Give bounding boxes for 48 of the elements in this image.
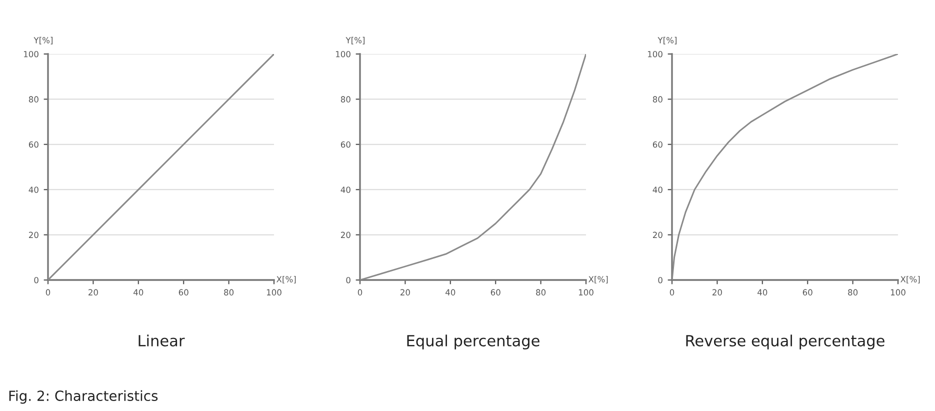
y-tick-label: 40	[652, 186, 662, 193]
y-tick-label: 20	[652, 232, 662, 238]
line-series	[672, 54, 898, 280]
y-tick-label: 0	[34, 276, 38, 284]
x-axis-title: X[%]	[588, 276, 608, 284]
y-tick-label: 0	[346, 276, 350, 284]
x-tick-label: 40	[134, 289, 144, 296]
y-axis-title: Y[%]	[34, 36, 53, 44]
text: Linear	[138, 334, 185, 346]
x-tick-label: 60	[490, 289, 500, 296]
text: Reverse equal percentage	[686, 334, 884, 350]
line-series	[360, 54, 586, 280]
x-tick-label: 20	[400, 289, 410, 296]
y-tick-label: 80	[652, 96, 662, 102]
x-tick-label: 100	[266, 289, 282, 296]
y-tick-label: 60	[652, 141, 662, 148]
x-tick-label: 80	[848, 289, 858, 296]
caption: Fig. 2: Characteristics	[9, 390, 158, 404]
x-tick-label: 40	[758, 289, 768, 296]
y-tick-label: 20	[28, 232, 38, 238]
y-tick-label: 80	[28, 96, 38, 102]
x-tick-label: 60	[802, 289, 812, 296]
x-axis-title: X[%]	[276, 276, 296, 284]
x-tick-label: 100	[890, 289, 906, 296]
y-axis-title: Y[%]	[346, 36, 365, 44]
y-tick-label: 60	[28, 141, 38, 148]
y-tick-label: 20	[340, 232, 350, 238]
x-tick-label: 80	[224, 289, 234, 296]
x-tick-label: 80	[536, 289, 546, 296]
text: Equal percentage	[407, 334, 540, 350]
y-tick-label: 100	[24, 50, 38, 58]
y-tick-label: 0	[658, 276, 662, 284]
x-axis-title: X[%]	[900, 276, 920, 284]
y-tick-label: 40	[28, 186, 38, 193]
x-tick-label: 0	[46, 289, 50, 296]
y-tick-label: 100	[336, 50, 350, 58]
x-tick-label: 60	[178, 289, 188, 296]
y-tick-label: 100	[648, 50, 662, 58]
x-tick-label: 0	[358, 289, 362, 296]
y-tick-label: 80	[340, 96, 350, 102]
x-tick-label: 20	[712, 289, 722, 296]
x-tick-label: 20	[88, 289, 98, 296]
y-axis-title: Y[%]	[658, 36, 677, 44]
y-tick-label: 40	[340, 186, 350, 193]
x-tick-label: 0	[670, 289, 674, 296]
x-tick-label: 40	[446, 289, 456, 296]
x-tick-label: 100	[578, 289, 594, 296]
y-tick-label: 60	[340, 141, 350, 148]
